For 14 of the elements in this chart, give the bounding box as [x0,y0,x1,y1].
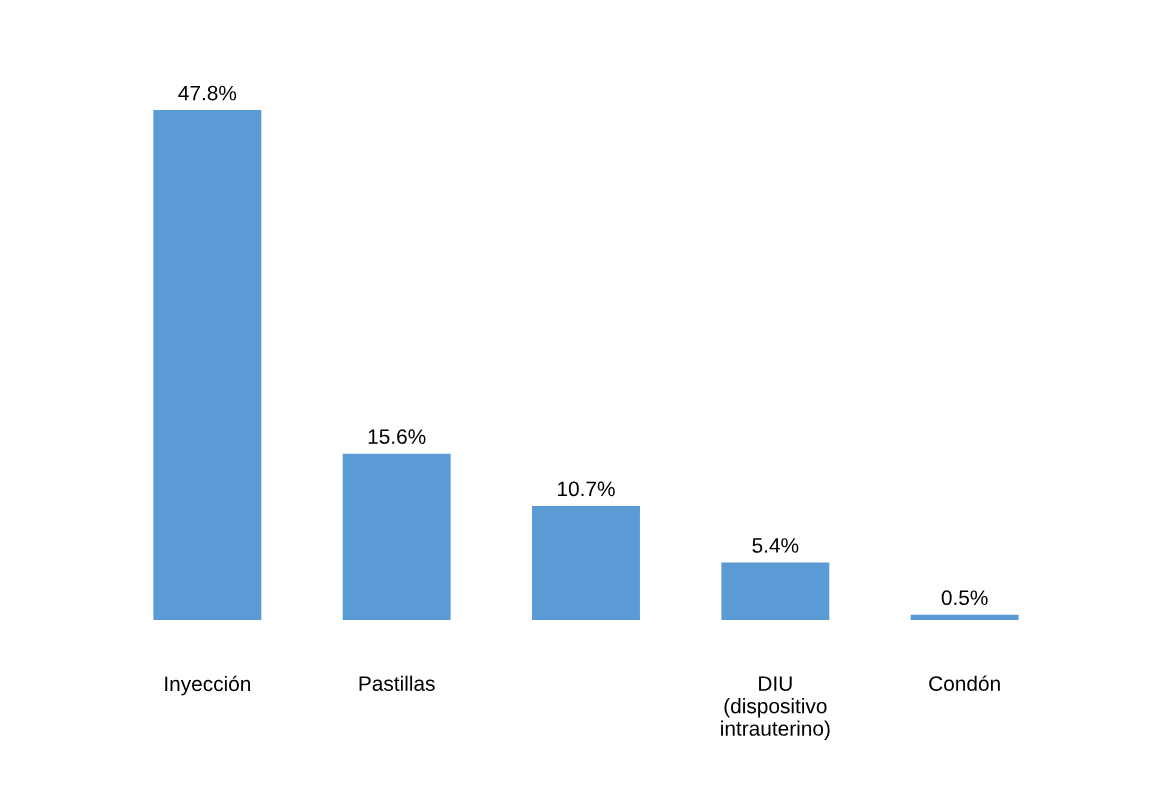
data-label: 10.7% [558,481,615,497]
data-label: 0.5% [941,590,988,606]
data-label: 5.4% [752,538,799,553]
bar [532,505,640,621]
data-label: 47.8% [178,85,237,101]
data-label: 15.6% [368,429,426,444]
x-tick-label: Pastillas [359,675,435,691]
bar [342,453,451,621]
x-tick-label: Inyección [165,675,251,696]
bar [910,614,1019,621]
x-tick-label: DIU (dispositivo intrauterino) [721,676,830,740]
bar [153,110,262,621]
bar [721,562,830,621]
x-tick-label: Condón [929,675,1000,691]
